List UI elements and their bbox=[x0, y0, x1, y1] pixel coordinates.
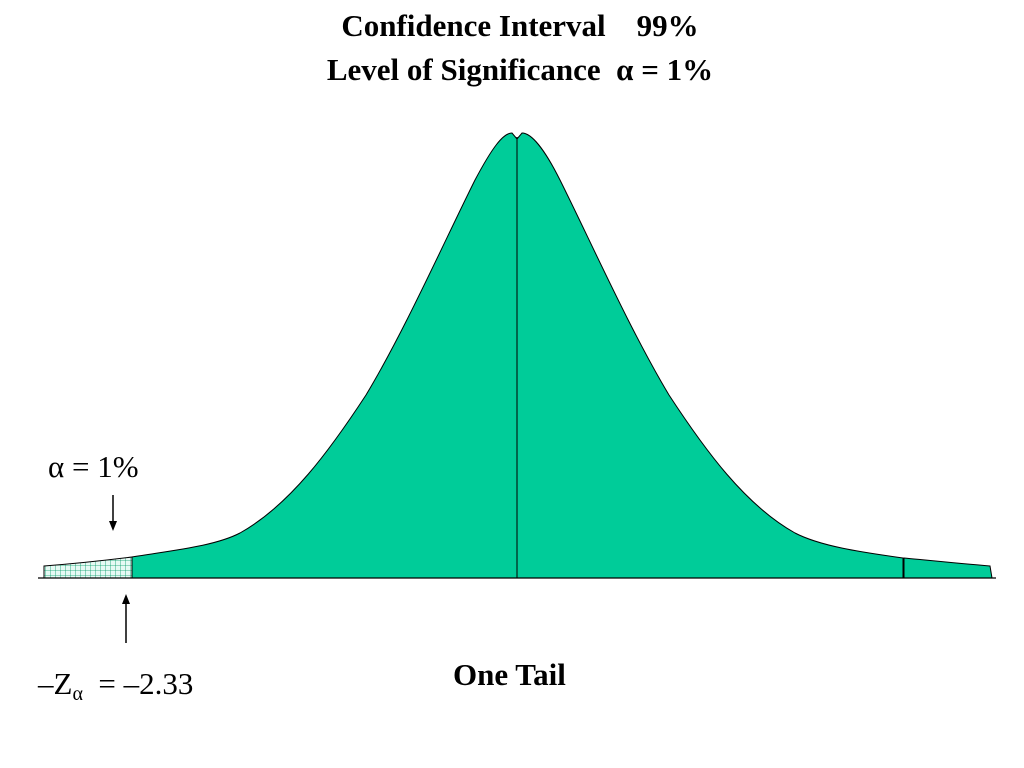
alpha-annotation: α = 1% bbox=[48, 449, 139, 485]
title-significance-text: Level of Significance bbox=[326, 52, 601, 87]
alpha-arrow-down bbox=[109, 495, 117, 531]
rejection-region-left-tail bbox=[43, 556, 133, 579]
title-significance-value: = 1% bbox=[641, 52, 714, 87]
title-confidence-text: Confidence Interval bbox=[341, 8, 606, 43]
title-significance-level: Level of Significance α = 1% bbox=[0, 52, 1024, 88]
critical-z-annotation: –Zα = –2.33 bbox=[38, 666, 193, 712]
critical-z-value: = –2.33 bbox=[82, 666, 194, 701]
title-confidence-interval: Confidence Interval 99% bbox=[0, 8, 1024, 44]
alpha-annotation-symbol: α bbox=[48, 449, 65, 484]
title-alpha-symbol: α bbox=[616, 52, 634, 87]
critical-z-prefix: –Z bbox=[38, 666, 73, 701]
title-confidence-value: 99% bbox=[636, 8, 699, 43]
critical-z-subscript: α bbox=[72, 683, 83, 705]
critical-value-arrow-up bbox=[122, 594, 130, 643]
right-tail-segment bbox=[903, 557, 993, 579]
alpha-annotation-value: = 1% bbox=[64, 449, 139, 484]
tail-type-label: One Tail bbox=[453, 657, 566, 692]
